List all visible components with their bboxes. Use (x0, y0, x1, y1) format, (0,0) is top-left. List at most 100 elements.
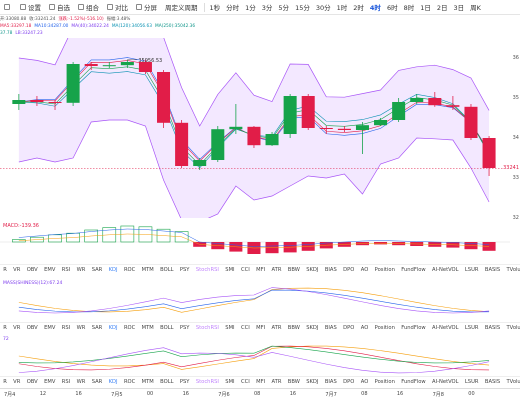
indicator-tab-mtm[interactable]: MTM (141, 378, 154, 385)
indicator-tab-dpo[interactable]: DPO (343, 266, 355, 273)
indicator-tab-atr[interactable]: ATR (271, 324, 282, 331)
candle[interactable] (66, 62, 80, 106)
timeframe-14[interactable]: 3日 (453, 4, 465, 12)
indicator-tab-dpo[interactable]: DPO (343, 324, 355, 331)
indicator-tab-r[interactable]: R (3, 266, 7, 273)
candle[interactable] (120, 59, 134, 68)
indicator-tab-wr[interactable]: WR (76, 378, 86, 385)
timeframe-11[interactable]: 8时 (403, 4, 415, 12)
candle[interactable] (464, 104, 478, 140)
toolbar-item-5[interactable]: 分屏 (132, 0, 161, 14)
indicator-tab-tvolume[interactable]: TVolume (506, 266, 520, 273)
indicator-tab-sar[interactable]: SAR (91, 324, 103, 331)
candle[interactable] (482, 136, 496, 176)
indicator-tab-cci[interactable]: CCI (240, 378, 250, 385)
indicator-tab-r[interactable]: R (3, 324, 7, 331)
candle[interactable] (30, 96, 44, 106)
toolbar-item-1[interactable]: 设置 (16, 0, 45, 14)
indicator-panel-3[interactable]: 72 (0, 334, 520, 376)
indicator-tab-psy[interactable]: PSY (179, 378, 190, 385)
timeframe-7[interactable]: 1时 (336, 4, 348, 12)
toolbar-item-3[interactable]: 组合 (74, 0, 103, 14)
indicator-tab-rsi[interactable]: RSI (61, 378, 71, 385)
indicator-tab-bbw[interactable]: BBW (287, 378, 300, 385)
indicator-tab-stochrsi[interactable]: StochRSI (195, 324, 219, 331)
candle[interactable] (446, 96, 460, 110)
indicator-tab-mfi[interactable]: MFI (256, 266, 266, 273)
indicator-tab-mtm[interactable]: MTM (141, 324, 154, 331)
indicator-tab-atr[interactable]: ATR (271, 266, 282, 273)
indicator-tab-sar[interactable]: SAR (91, 378, 103, 385)
indicator-tab-stochrsi[interactable]: StochRSI (195, 378, 219, 385)
candle[interactable] (283, 94, 297, 138)
indicator-tab-lsur[interactable]: LSUR (464, 266, 479, 273)
indicator-tab-fundflow[interactable]: FundFlow (401, 266, 426, 273)
indicator-tab-skdj[interactable]: SKDJ (306, 378, 319, 385)
timeframe-5[interactable]: 15分 (295, 4, 310, 12)
indicator-tab-position[interactable]: Position (374, 378, 395, 385)
indicator-tab-mtm[interactable]: MTM (141, 266, 154, 273)
candle[interactable] (265, 132, 279, 146)
indicator-tab-smi[interactable]: SMI (225, 378, 235, 385)
indicator-tab-basis[interactable]: BASIS (484, 378, 501, 385)
indicator-tab-fundflow[interactable]: FundFlow (401, 324, 426, 331)
indicator-tab-obv[interactable]: OBV (26, 324, 38, 331)
indicator-tab-roc[interactable]: ROC (123, 378, 136, 385)
indicator-tab-emv[interactable]: EMV (44, 324, 56, 331)
candle[interactable] (138, 59, 152, 74)
indicator-tab-dpo[interactable]: DPO (343, 378, 355, 385)
indicator-tab-kdj[interactable]: KDJ (108, 324, 118, 331)
indicator-tab-ao[interactable]: AO (360, 324, 369, 331)
indicator-tab-obv[interactable]: OBV (26, 378, 38, 385)
indicator-tab-bias[interactable]: BIAS (324, 324, 337, 331)
indicator-tab-boll[interactable]: BOLL (160, 378, 174, 385)
indicator-tab-bias[interactable]: BIAS (324, 266, 337, 273)
timeframe-1[interactable]: 分时 (226, 4, 240, 12)
indicator-tab-wr[interactable]: WR (76, 324, 86, 331)
indicator-tab-lsur[interactable]: LSUR (464, 378, 479, 385)
indicator-tab-rsi[interactable]: RSI (61, 266, 71, 273)
indicator-tab-roc[interactable]: ROC (123, 324, 136, 331)
indicator-tab-kdj[interactable]: KDJ (108, 266, 118, 273)
indicator-tab-cci[interactable]: CCI (240, 324, 250, 331)
indicator-tab-mfi[interactable]: MFI (256, 378, 266, 385)
timeframe-13[interactable]: 2日 (436, 4, 448, 12)
indicator-tab-kdj[interactable]: KDJ (108, 378, 118, 385)
timeframe-9[interactable]: 4时 (369, 4, 381, 12)
indicator-tab-bbw[interactable]: BBW (287, 324, 300, 331)
indicator-tab-vr[interactable]: VR (13, 324, 21, 331)
indicator-tab-tvolume[interactable]: TVolume (506, 324, 520, 331)
indicator-tab-ao[interactable]: AO (360, 378, 369, 385)
indicator-tab-atr[interactable]: ATR (271, 378, 282, 385)
indicator-tab-skdj[interactable]: SKDJ (306, 266, 319, 273)
candle[interactable] (355, 122, 369, 154)
indicator-tab-emv[interactable]: EMV (44, 378, 56, 385)
candle[interactable] (84, 62, 98, 70)
candle[interactable] (319, 126, 333, 134)
timeframe-12[interactable]: 1日 (420, 4, 431, 12)
macd-panel[interactable]: MACD:-139.36 (0, 220, 520, 260)
candlestick-chart[interactable]: 35956.53 (0, 38, 520, 218)
toolbar-item-6[interactable]: 周定义周期 (161, 0, 202, 14)
timeframe-4[interactable]: 5分 (278, 4, 290, 12)
toolbar-item-0[interactable] (0, 0, 16, 14)
indicator-tab-skdj[interactable]: SKDJ (306, 324, 319, 331)
indicator-tab-boll[interactable]: BOLL (160, 266, 174, 273)
indicator-tab-smi[interactable]: SMI (225, 324, 235, 331)
timeframe-15[interactable]: 周K (470, 4, 481, 12)
indicator-tab-bbw[interactable]: BBW (287, 266, 300, 273)
candle[interactable] (337, 126, 351, 132)
indicator-tab-psy[interactable]: PSY (179, 266, 190, 273)
indicator-tab-fundflow[interactable]: FundFlow (401, 378, 426, 385)
indicator-tab-cci[interactable]: CCI (240, 266, 250, 273)
indicator-tab-sar[interactable]: SAR (91, 266, 103, 273)
indicator-tab-ao[interactable]: AO (360, 266, 369, 273)
indicator-tab-ai-netvol[interactable]: AI-NetVOL (432, 378, 459, 385)
candle[interactable] (48, 100, 62, 110)
timeframe-2[interactable]: 1分 (245, 4, 256, 12)
candle[interactable] (193, 158, 207, 170)
candle[interactable] (102, 62, 116, 68)
candle[interactable] (229, 104, 243, 134)
indicator-tab-tvolume[interactable]: TVolume (506, 378, 520, 385)
indicator-tab-smi[interactable]: SMI (225, 266, 235, 273)
